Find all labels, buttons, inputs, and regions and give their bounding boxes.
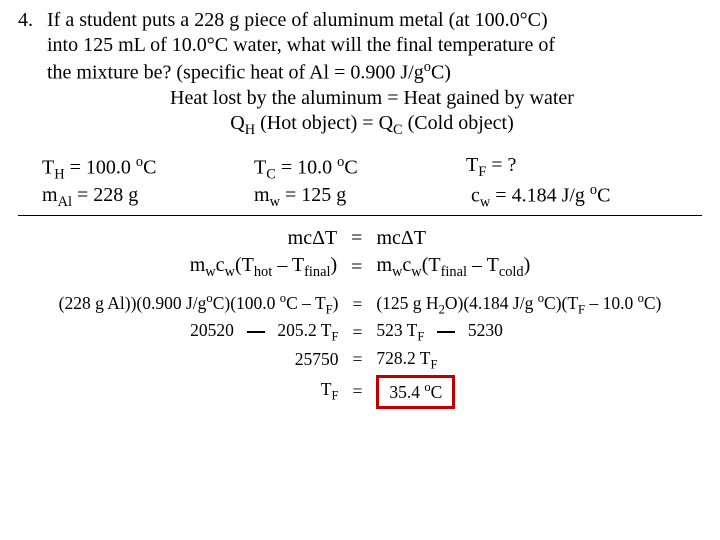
TH: TH = 100.0 oC [42,153,254,184]
TF: TF = ? [466,153,678,181]
mw: mw = 125 g [254,183,466,211]
sub-eq: = [346,291,368,318]
problem-text: If a student puts a 228 g piece of alumi… [47,8,697,139]
deg: o [424,59,431,75]
line2: into 125 mL of 10.0°C water, what will t… [47,34,555,56]
mAl: mAl = 228 g [42,183,254,211]
problem-number: 4. [18,8,42,33]
sub-right: (125 g H2O)(4.184 J/g oC)(TF – 10.0 oC) [370,291,667,318]
minus-icon [437,331,455,333]
eq1-left: mcΔT [184,226,343,251]
calc2-left: 25750 [53,348,345,373]
eq1-eq: = [345,226,368,251]
calc1-left: 20520 205.2 TF [53,320,345,345]
substitution: (228 g Al))(0.900 J/goC)(100.0 oC – TF) … [51,289,670,410]
calc2-eq: = [346,348,368,373]
line5: QH (Hot object) = QC (Cold object) [47,111,697,139]
calc1-right: 523 TF 5230 [370,320,667,345]
col-hot: TH = 100.0 oC mAl = 228 g [42,153,254,212]
eq2-right: mwcw(Tfinal – Tcold) [370,253,536,281]
TC: TC = 10.0 oC [254,153,466,184]
minus-icon [247,331,265,333]
line3a: the mixture be? (specific heat of Al = 0… [47,62,424,84]
problem-statement: 4. If a student puts a 228 g piece of al… [18,8,702,139]
eq2-left: mwcw(Thot – Tfinal) [184,253,343,281]
general-equations: mcΔT = mcΔT mwcw(Thot – Tfinal) = mwcw(T… [182,224,539,283]
eq1-right: mcΔT [370,226,536,251]
sub-left: (228 g Al))(0.900 J/goC)(100.0 oC – TF) [53,291,345,318]
line1: If a student puts a 228 g piece of alumi… [47,9,548,31]
line4: Heat lost by the aluminum = Heat gained … [47,86,697,111]
line3b: C) [431,62,451,84]
divider [18,215,702,216]
given-values: TH = 100.0 oC mAl = 228 g TC = 10.0 oC m… [18,153,702,212]
col-cold: TC = 10.0 oC mw = 125 g [254,153,466,212]
answer-right: 35.4 oC [370,375,667,409]
cw: cw = 4.184 J/g oC [466,181,678,212]
answer-left: TF [53,375,345,409]
calc2-right: 728.2 TF [370,348,667,373]
answer-box: 35.4 oC [376,375,455,409]
col-final: TF = ? cw = 4.184 J/g oC [466,153,678,212]
answer-eq: = [346,375,368,409]
calc1-eq: = [346,320,368,345]
eq2-eq: = [345,253,368,281]
